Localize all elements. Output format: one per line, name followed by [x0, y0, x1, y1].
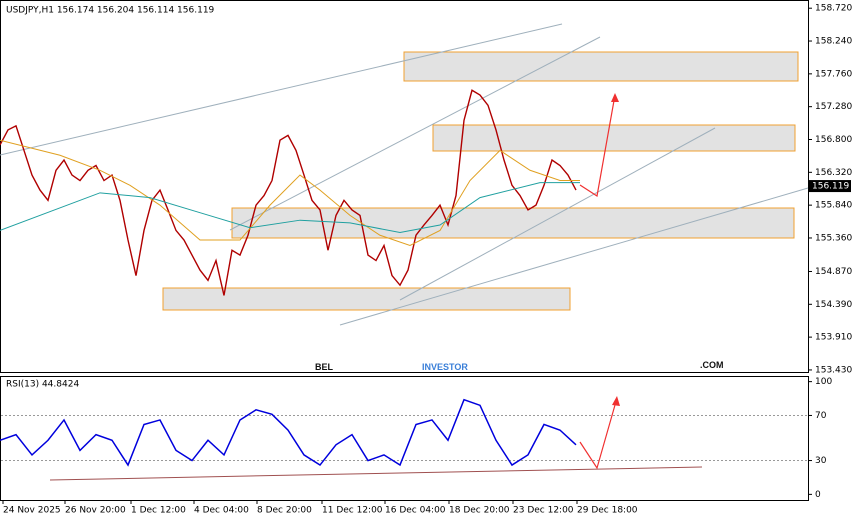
y-tick-label: 153.910 — [815, 333, 852, 343]
zone — [403, 51, 799, 82]
trendline — [339, 187, 809, 326]
arrow-head — [612, 396, 620, 406]
price-tag — [809, 180, 851, 193]
y-tick-label: 158.720 — [815, 4, 852, 14]
trendline — [229, 36, 601, 231]
watermark: BEL — [315, 362, 334, 372]
trendline — [399, 127, 716, 301]
x-tick-label: 18 Dec 20:00 — [449, 506, 510, 516]
y-tick-label: 155.840 — [815, 201, 852, 211]
line — [0, 139, 580, 247]
chart-title: USDJPY,H1 156.174 156.204 156.114 156.11… — [6, 6, 215, 16]
watermark: INVESTOR — [422, 362, 468, 372]
x-tick-label: 8 Dec 20:00 — [257, 506, 312, 516]
x-tick-label: 24 Nov 2025 — [3, 506, 61, 516]
line — [0, 398, 577, 467]
y-tick-label: 70 — [815, 411, 827, 421]
zone — [432, 124, 796, 152]
y-tick-label: 155.360 — [815, 233, 852, 243]
y-tick-label: 30 — [815, 456, 827, 466]
rsi-title: RSI(13) 44.8424 — [6, 380, 79, 390]
watermark: .COM — [700, 360, 724, 370]
line — [0, 182, 580, 234]
arrow — [579, 94, 616, 197]
zone — [162, 287, 571, 311]
y-tick-label: 154.870 — [815, 267, 852, 277]
y-tick-label: 100 — [815, 377, 832, 387]
y-tick-label: 156.800 — [815, 135, 852, 145]
line — [0, 89, 577, 296]
arrow — [579, 397, 618, 470]
x-tick-label: 11 Dec 12:00 — [322, 506, 383, 516]
zone — [231, 207, 795, 239]
y-tick-label: 153.430 — [815, 365, 852, 375]
arrow-head — [611, 93, 619, 102]
x-tick-label: 26 Nov 20:00 — [65, 506, 126, 516]
rsi-trendline — [49, 466, 703, 481]
trendline — [0, 23, 563, 156]
x-tick-label: 4 Dec 04:00 — [194, 506, 249, 516]
price-pane — [0, 0, 809, 373]
y-tick-label: 0 — [815, 490, 821, 500]
y-tick-label: 154.390 — [815, 300, 852, 310]
x-tick-label: 1 Dec 12:00 — [131, 506, 186, 516]
x-tick-label: 29 Dec 18:00 — [577, 506, 638, 516]
price-tag-label: 156.119 — [812, 182, 849, 192]
y-tick-label: 156.320 — [815, 168, 852, 178]
y-tick-label: 157.760 — [815, 69, 852, 79]
rsi-pane — [0, 376, 809, 501]
y-tick-label: 158.240 — [815, 37, 852, 47]
x-tick-label: 23 Dec 12:00 — [513, 506, 574, 516]
y-tick-label: 157.280 — [815, 102, 852, 112]
x-tick-label: 16 Dec 04:00 — [385, 506, 446, 516]
